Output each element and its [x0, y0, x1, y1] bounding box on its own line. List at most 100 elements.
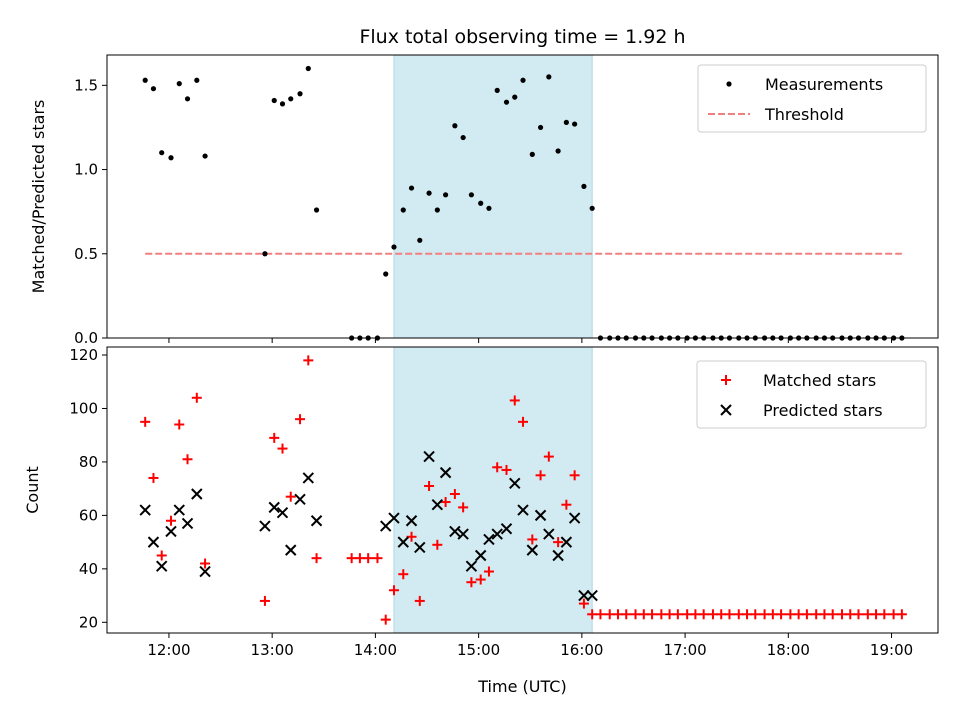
matched-star-point: [543, 451, 554, 462]
legend-predicted-marker: [720, 404, 732, 416]
matched-star-point: [466, 577, 477, 588]
measurement-point: [520, 77, 526, 83]
matched-star-point: [156, 550, 167, 561]
matched-star-point: [853, 609, 864, 620]
matched-star-point: [518, 416, 529, 427]
y-tick-label: 100: [69, 399, 98, 417]
bottom-axes-frame: [106, 346, 939, 634]
predicted-star-point: [578, 589, 590, 602]
matched-star-point: [501, 464, 512, 475]
predicted-star-point: [405, 515, 418, 527]
predicted-star-point: [586, 589, 598, 602]
observing-window-shade: [393, 346, 593, 634]
measurement-point: [546, 74, 552, 80]
predicted-star-point: [552, 549, 564, 562]
predicted-star-point: [457, 528, 469, 540]
matched-star-point: [492, 462, 503, 473]
top-legend: Measurements Threshold: [697, 64, 927, 133]
y-tick-label: 0.0: [74, 329, 98, 347]
chart-title: Flux total observing time = 1.92 h: [359, 26, 685, 48]
measurement-point: [529, 151, 535, 157]
measurement-point: [442, 192, 449, 198]
matched-star-point: [166, 515, 177, 526]
x-tick-label: 18:00: [767, 641, 810, 659]
matched-star-point: [269, 432, 280, 443]
measurement-point: [383, 271, 389, 277]
matched-star-point: [303, 355, 314, 366]
measurement-point: [168, 155, 174, 161]
matched-star-point: [200, 558, 211, 569]
matched-star-point: [647, 609, 658, 620]
predicted-star-point: [449, 525, 461, 538]
measurement-point: [176, 81, 182, 87]
measurement-point: [494, 87, 500, 93]
y-tick-label: 20: [79, 613, 98, 631]
measurement-point: [262, 251, 268, 257]
predicted-star-point: [147, 536, 160, 548]
predicted-star-point: [173, 504, 185, 516]
matched-star-point: [553, 537, 564, 548]
measurement-point: [391, 244, 397, 250]
matched-star-point: [483, 566, 494, 577]
measurement-point: [452, 123, 458, 129]
predicted-star-point: [181, 517, 194, 530]
predicted-star-point: [509, 477, 521, 490]
legend-matched-marker: [721, 375, 731, 385]
y-tick-label: 1.5: [74, 76, 98, 94]
matched-star-point: [801, 609, 812, 620]
bottom-y-axis-label: Count: [23, 466, 42, 514]
legend-matched-label: Matched stars: [763, 371, 876, 390]
matched-star-point: [896, 609, 907, 620]
predicted-star-point: [465, 560, 478, 572]
predicted-star-point: [191, 488, 203, 500]
flux-ratio-panel: 0.0 0.5 1.0 1.5 Flux total observing time =…: [29, 26, 939, 347]
measurement-point: [563, 119, 569, 125]
matched-star-point: [879, 609, 890, 620]
matched-star-point: [388, 585, 399, 596]
predicted-star-point: [165, 525, 177, 538]
predicted-star-point: [560, 536, 573, 548]
matched-star-point: [311, 553, 322, 564]
top-axes-frame: [106, 54, 939, 339]
matched-star-point: [578, 598, 589, 609]
measurement-point: [305, 65, 311, 72]
x-tick-label: 19:00: [870, 641, 913, 659]
measurement-point: [297, 91, 303, 97]
matched-star-point: [827, 609, 838, 620]
predicted-star-point: [517, 504, 529, 516]
predicted-star-point: [139, 504, 151, 516]
measurement-point: [159, 150, 165, 156]
matched-star-point: [432, 539, 443, 550]
matched-star-point: [372, 553, 383, 564]
measurement-point: [202, 153, 208, 159]
matched-star-point: [509, 395, 520, 406]
predicted-star-point: [483, 533, 495, 546]
matched-star-point: [535, 470, 546, 481]
x-axis-label: Time (UTC): [477, 677, 566, 696]
measurement-point: [572, 121, 578, 127]
measurement-point: [512, 94, 518, 100]
y-tick-label: 60: [79, 506, 98, 524]
predicted-star-point: [474, 549, 487, 562]
matched-star-point: [595, 609, 606, 620]
measurement-point: [468, 192, 475, 198]
predicted-star-point: [423, 450, 435, 463]
matched-star-point: [424, 480, 435, 491]
y-tick-label: 40: [79, 560, 98, 578]
matched-star-point: [174, 419, 185, 430]
top-legend-box: [697, 64, 927, 133]
measurement-point: [313, 207, 320, 213]
matched-star-point: [277, 443, 288, 454]
y-tick-label: 120: [69, 346, 98, 364]
measurement-point: [434, 207, 440, 213]
matched-star-point: [440, 497, 451, 508]
predicted-star-point: [500, 523, 513, 535]
matched-star-point: [259, 595, 270, 606]
predicted-star-point: [543, 528, 555, 540]
x-tick-label: 13:00: [251, 641, 294, 659]
top-y-axis-label: Matched/Predicted stars: [29, 100, 48, 294]
measurement-point: [271, 97, 277, 104]
legend-plus-glyph: [721, 375, 731, 385]
predicted-star-point: [526, 544, 539, 556]
